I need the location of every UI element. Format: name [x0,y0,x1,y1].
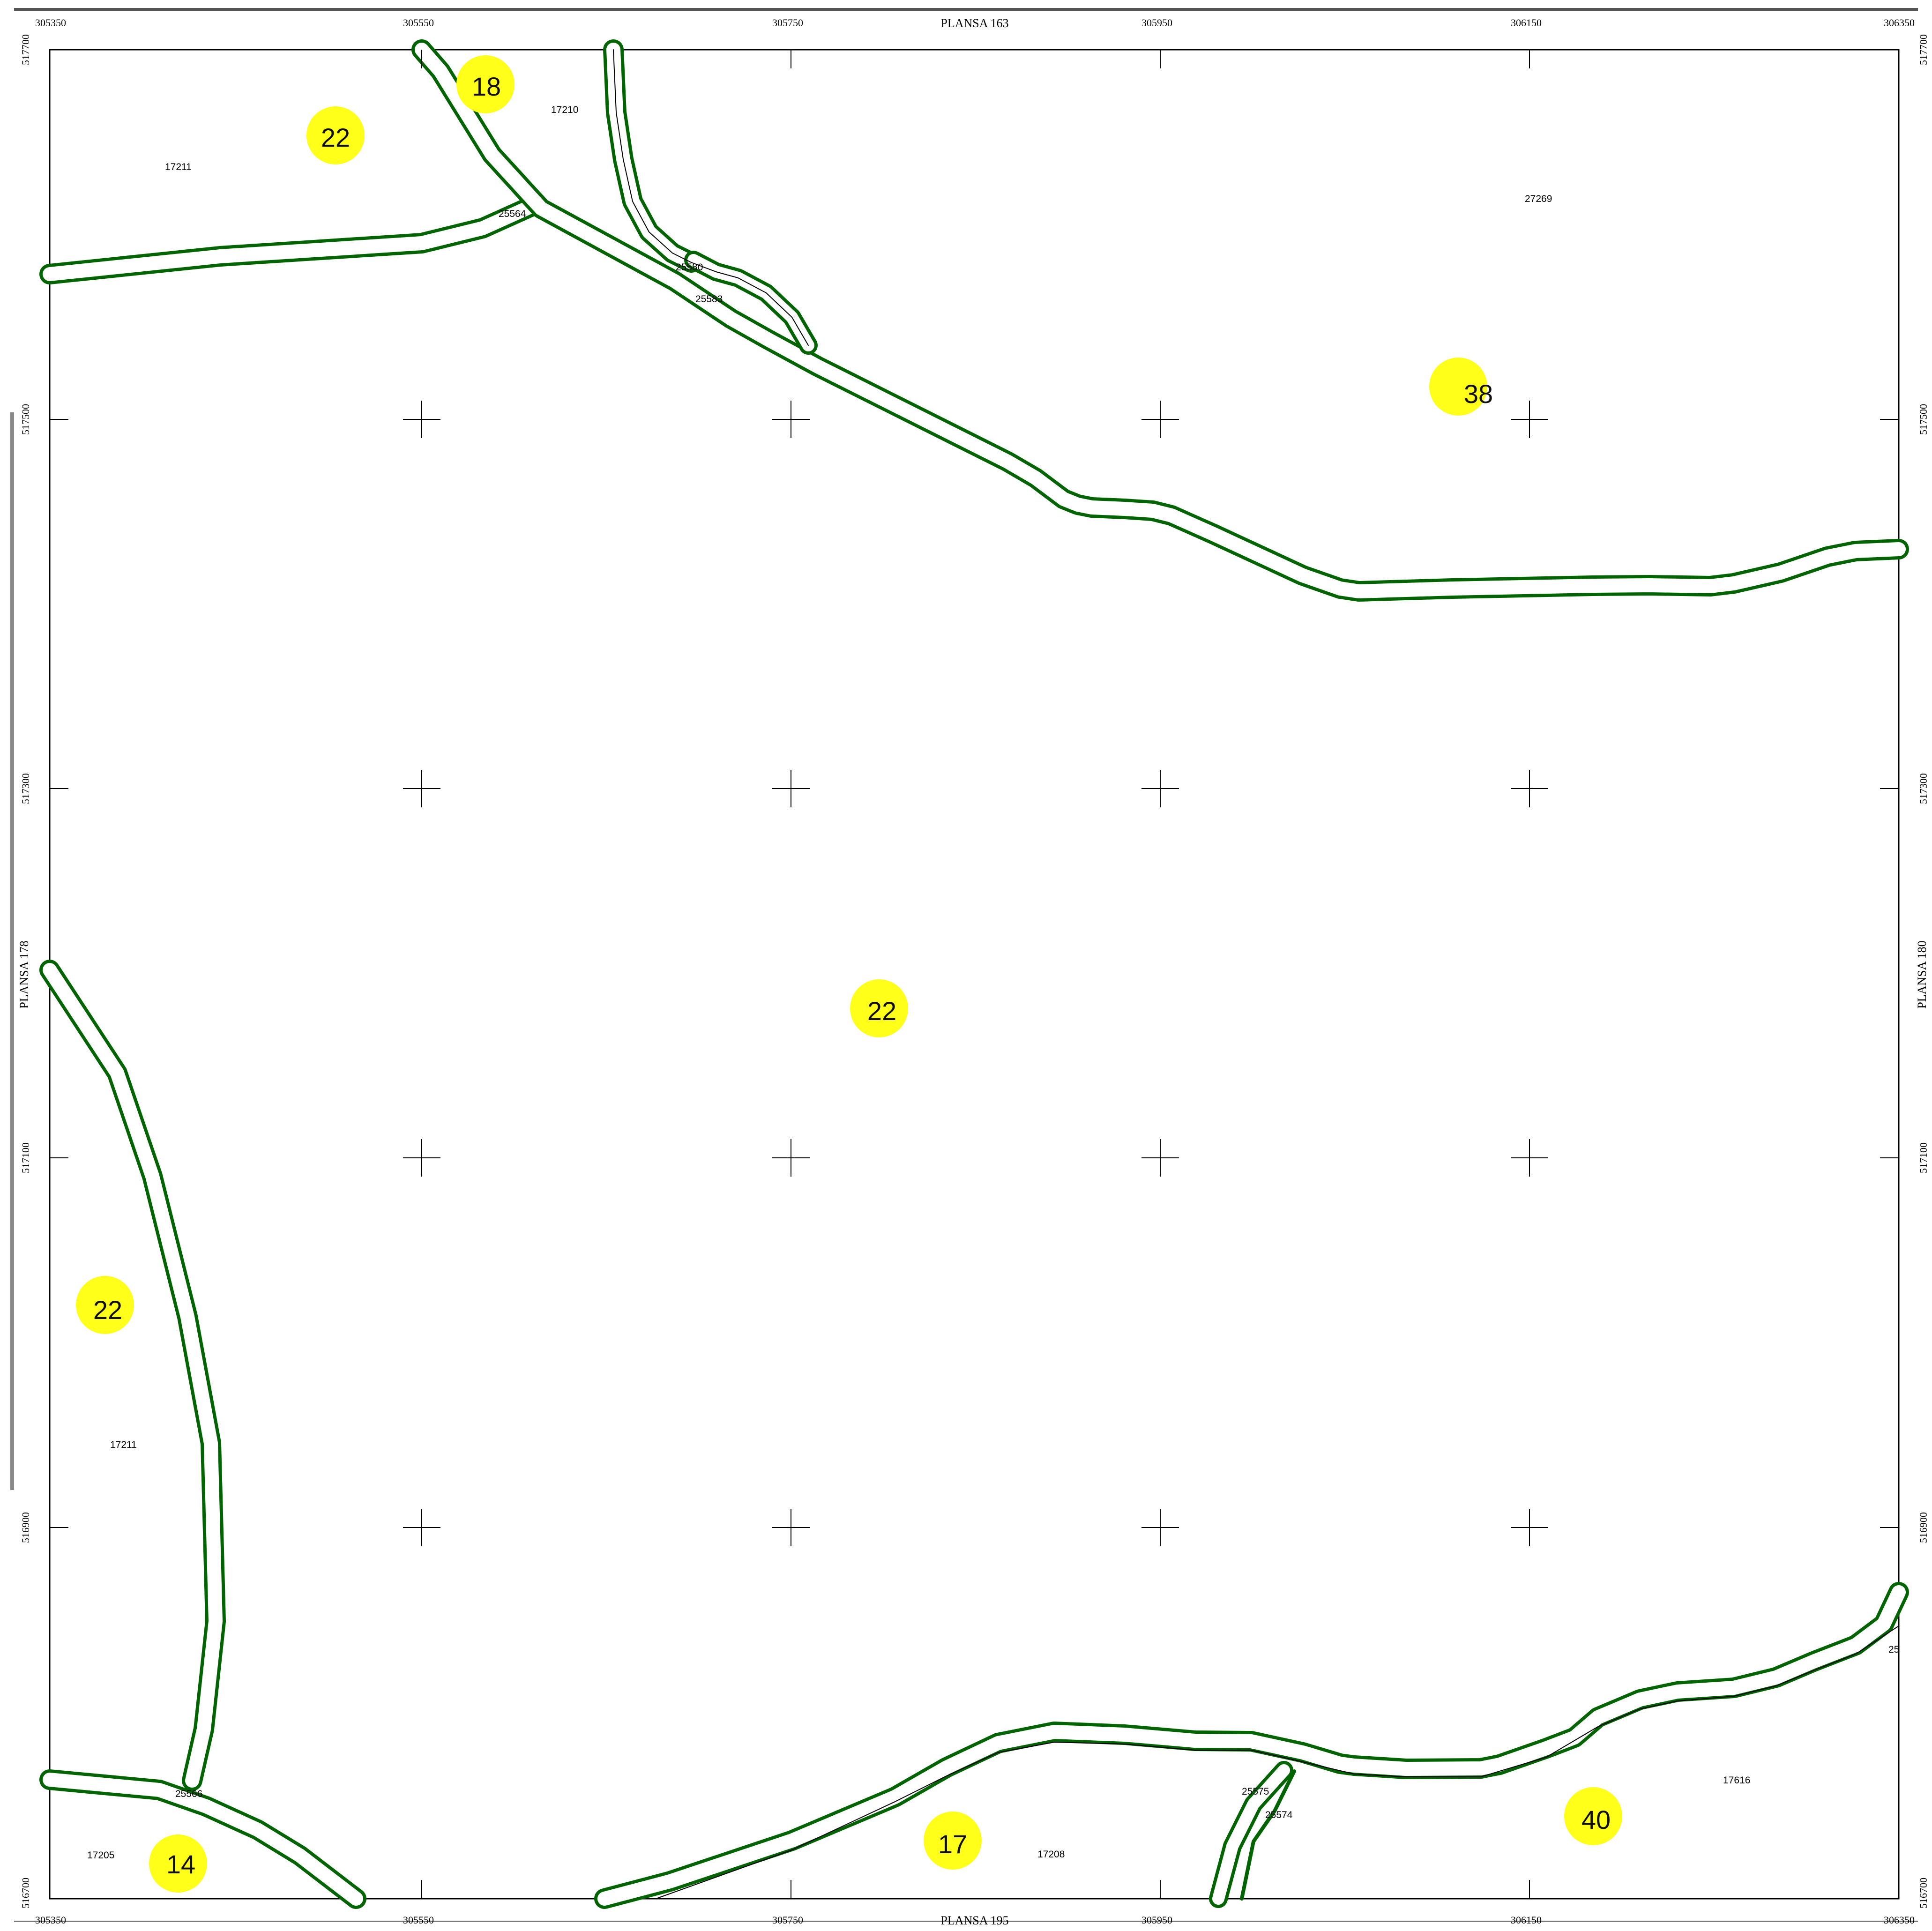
marker-value: 38 [1464,379,1493,409]
marker-value: 22 [93,1295,122,1325]
x-label-bottom: 306150 [1511,1914,1542,1926]
value-marker: 17 [924,1812,982,1870]
sheet-title-bottom: PLANSA 195 [940,1914,1008,1927]
marker-value: 22 [321,123,350,152]
parcel-label: 17208 [1037,1849,1065,1860]
y-label-right: 517500 [1917,404,1929,435]
y-label-right: 517300 [1917,773,1929,804]
value-marker: 14 [149,1834,207,1893]
x-label-top: 305750 [772,17,803,29]
y-label-left: 517500 [20,404,31,435]
sheet-title-right: PLANSA 180 [1915,940,1929,1008]
value-marker: 18 [456,55,515,113]
value-marker: 40 [1564,1787,1622,1845]
value-marker: 22 [306,106,365,164]
road-network [39,39,1909,1909]
parcel-label: 25564 [499,209,526,219]
x-label-top: 305350 [35,17,66,29]
y-label-left: 516700 [20,1878,31,1909]
marker-value: 17 [938,1829,967,1859]
marker-value: 22 [867,996,896,1026]
sheet-title-top: PLANSA 163 [940,16,1008,30]
parcel-label: 17205 [87,1850,114,1861]
x-coordinates-top: 305350 305550 305750 305950 306150 30635… [35,17,1915,29]
y-label-right: 516900 [1917,1512,1929,1543]
parcel-labels: 17211 17210 27269 25564 25580 25583 1721… [87,104,1899,1861]
parcel-label: 25583 [695,294,723,305]
parcel-label: 17211 [110,1439,137,1450]
y-label-left: 516900 [20,1512,31,1543]
x-label-bottom: 305950 [1141,1914,1172,1926]
grid-crosses [403,401,1548,1546]
x-label-bottom: 306350 [1884,1914,1915,1926]
parcel-label: 25580 [676,262,703,273]
marker-value: 18 [472,72,501,101]
y-label-left: 517300 [20,773,31,804]
y-coordinates-right: 517700 517500 517300 517100 516900 51670… [1917,34,1929,1909]
y-label-right: 516700 [1917,1878,1929,1909]
value-marker: 22 [76,1276,134,1334]
x-label-top: 305550 [403,17,434,29]
value-marker: 22 [850,979,908,1037]
parcel-label: 25575 [1242,1786,1269,1797]
y-label-right: 517700 [1917,34,1929,65]
x-label-bottom: 305550 [403,1914,434,1926]
value-marker: 38 [1429,358,1493,416]
x-label-top: 306350 [1884,17,1915,29]
x-label-bottom: 305750 [772,1914,803,1926]
parcel-label: 25566 [175,1789,202,1799]
y-label-left: 517100 [20,1142,31,1173]
parcel-label: 25 [1888,1644,1899,1655]
parcel-label: 25574 [1265,1810,1293,1820]
parcel-label: 17616 [1723,1775,1750,1786]
y-label-left: 517700 [20,34,31,65]
frame-ticks [50,50,1899,1899]
marker-value: 14 [166,1849,195,1879]
parcel-label: 27269 [1525,194,1552,204]
sheet-title-left: PLANSA 178 [17,940,31,1008]
x-label-top: 305950 [1141,17,1172,29]
value-markers: 18 22 38 22 22 14 17 40 [76,55,1622,1893]
sheet-border [10,8,1918,1922]
y-coordinates-left: 517700 517500 517300 517100 516900 51670… [20,34,31,1909]
x-coordinates-bottom: 305350 305550 305750 305950 306150 30635… [35,1914,1915,1926]
parcel-label: 17210 [551,104,578,115]
y-label-right: 517100 [1917,1142,1929,1173]
marker-value: 40 [1581,1805,1611,1834]
parcel-label: 17211 [165,162,192,172]
x-label-top: 306150 [1511,17,1542,29]
x-label-bottom: 305350 [35,1914,66,1926]
